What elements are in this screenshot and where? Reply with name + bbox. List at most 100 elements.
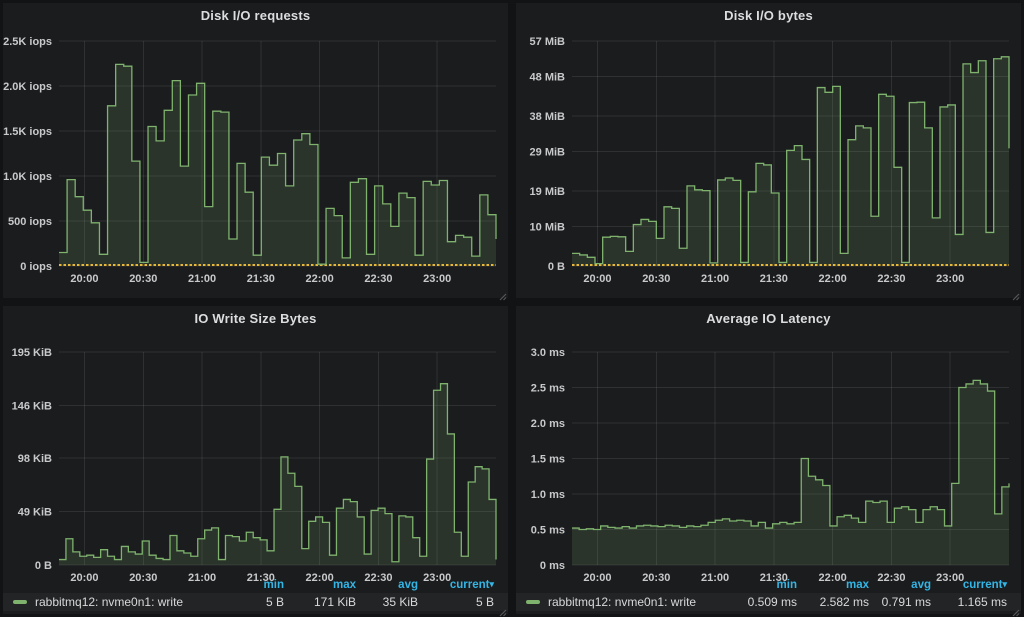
svg-text:21:30: 21:30 (760, 572, 788, 584)
svg-text:22:00: 22:00 (306, 572, 334, 584)
svg-text:21:00: 21:00 (701, 273, 729, 285)
svg-text:0 iops: 0 iops (20, 261, 52, 273)
panel-disk-io-bytes: Disk I/O bytes 0 B 10 MiB 19 MiB 29 MiB 38 M… (516, 3, 1021, 301)
svg-text:2.0 ms: 2.0 ms (531, 418, 565, 430)
disk-io-bytes-chart[interactable]: 0 B 10 MiB 19 MiB 29 MiB 38 MiB 48 MiB 57 MiB 2… (516, 27, 1021, 298)
panel-header: Average IO Latency (516, 306, 1021, 330)
svg-text:49 KiB: 49 KiB (18, 506, 52, 518)
chart-canvas[interactable]: 0 iops 500 iops 1.0K iops 1.5K iops 2.0K iop… (3, 27, 508, 298)
series-swatch-icon (13, 600, 27, 604)
panel-resize-handle-icon[interactable] (1011, 288, 1020, 301)
disk-io-requests-chart[interactable]: 0 iops 500 iops 1.0K iops 1.5K iops 2.0K iop… (3, 27, 508, 298)
svg-text:20:30: 20:30 (129, 572, 157, 584)
legend-row: rabbitmq12: nvme0n1: write 0.509 ms 2.582 … (516, 593, 1021, 611)
svg-text:3.0 ms: 3.0 ms (531, 347, 565, 359)
panel-title[interactable]: Disk I/O requests (200, 7, 311, 23)
panel-title[interactable]: Disk I/O bytes (724, 7, 813, 23)
svg-text:48 MiB: 48 MiB (530, 72, 566, 84)
svg-text:20:30: 20:30 (642, 273, 670, 285)
svg-text:21:00: 21:00 (188, 572, 216, 584)
chart-canvas[interactable]: 0 B 49 KiB 98 KiB 146 KiB 195 KiB 20:00 20:30 2… (3, 330, 508, 595)
legend-value-current: 1.165 ms (957, 595, 1007, 609)
chart-canvas[interactable]: 0 ms 0.5 ms 1.0 ms 1.5 ms 2.0 ms 2.5 ms 3.0 ms… (516, 330, 1021, 595)
svg-text:0.5 ms: 0.5 ms (531, 525, 565, 537)
svg-text:21:30: 21:30 (247, 572, 275, 584)
legend-value-min: 0.509 ms (747, 595, 797, 609)
sort-arrow-icon: ▾ (489, 579, 494, 589)
panel-resize-handle-icon[interactable] (498, 604, 507, 617)
legend-col-min[interactable]: min (263, 579, 284, 591)
series-swatch-icon (526, 600, 540, 604)
legend-col-min[interactable]: min (776, 579, 797, 591)
panel-title[interactable]: IO Write Size Bytes (194, 310, 317, 326)
svg-text:29 MiB: 29 MiB (530, 147, 566, 159)
svg-text:23:00: 23:00 (936, 273, 964, 285)
legend-value-avg: 35 KiB (382, 595, 418, 609)
legend-table: min max avg current▾ rabbitmq12: nvme0n1: w… (3, 577, 508, 614)
legend-col-current[interactable]: current▾ (449, 579, 494, 591)
svg-text:57 MiB: 57 MiB (530, 36, 566, 48)
svg-text:1.5 ms: 1.5 ms (531, 454, 565, 466)
svg-text:23:00: 23:00 (936, 572, 964, 584)
svg-text:23:00: 23:00 (423, 273, 451, 285)
panel-resize-handle-icon[interactable] (498, 288, 507, 301)
svg-text:21:00: 21:00 (701, 572, 729, 584)
panel-title[interactable]: Average IO Latency (706, 310, 831, 326)
legend-value-max: 2.582 ms (819, 595, 869, 609)
svg-text:22:30: 22:30 (877, 572, 905, 584)
legend-col-max[interactable]: max (332, 579, 356, 591)
svg-text:22:30: 22:30 (364, 273, 392, 285)
svg-text:146 KiB: 146 KiB (12, 401, 52, 413)
svg-text:22:00: 22:00 (819, 572, 847, 584)
svg-text:2.5K iops: 2.5K iops (3, 36, 52, 48)
panel-header: Disk I/O bytes (516, 3, 1021, 27)
io-write-size-chart[interactable]: 0 B 49 KiB 98 KiB 146 KiB 195 KiB 20:00 20:30 2… (3, 330, 508, 584)
svg-text:23:00: 23:00 (423, 572, 451, 584)
svg-text:20:00: 20:00 (583, 273, 611, 285)
sort-arrow-icon: ▾ (1002, 579, 1007, 589)
legend-col-avg[interactable]: avg (398, 579, 418, 591)
svg-text:22:30: 22:30 (877, 273, 905, 285)
svg-text:2.5 ms: 2.5 ms (531, 383, 565, 395)
legend-header: min max avg current▾ (516, 577, 1021, 593)
panel-average-io-latency: Average IO Latency 0 ms 0.5 ms 1.0 ms 1.5 m… (516, 306, 1021, 617)
legend-table: min max avg current▾ rabbitmq12: nvme0n1: w… (516, 577, 1021, 614)
svg-text:500 iops: 500 iops (8, 216, 52, 228)
svg-text:2.0K iops: 2.0K iops (3, 81, 52, 93)
panel-io-write-size-bytes: IO Write Size Bytes 0 B 49 KiB 98 KiB 146 K… (3, 306, 508, 617)
svg-text:1.0 ms: 1.0 ms (531, 489, 565, 501)
svg-text:0 B: 0 B (548, 261, 565, 273)
svg-text:20:00: 20:00 (70, 572, 98, 584)
legend-col-avg[interactable]: avg (911, 579, 931, 591)
svg-text:1.5K iops: 1.5K iops (3, 126, 52, 138)
legend-rows: rabbitmq12: nvme0n1: write 5 B 171 KiB 35 K… (3, 593, 508, 611)
svg-text:22:00: 22:00 (306, 273, 334, 285)
legend-rows: rabbitmq12: nvme0n1: write 0.509 ms 2.582 … (516, 593, 1021, 611)
svg-text:22:30: 22:30 (364, 572, 392, 584)
panel-disk-io-requests: Disk I/O requests 0 iops 500 iops 1.0K iop… (3, 3, 508, 301)
svg-text:21:30: 21:30 (760, 273, 788, 285)
svg-text:22:00: 22:00 (819, 273, 847, 285)
svg-text:20:30: 20:30 (129, 273, 157, 285)
svg-text:20:30: 20:30 (642, 572, 670, 584)
legend-value-max: 171 KiB (313, 595, 356, 609)
panel-header: IO Write Size Bytes (3, 306, 508, 330)
legend-col-current[interactable]: current▾ (962, 579, 1007, 591)
legend-value-current: 5 B (475, 595, 494, 609)
legend-series-name[interactable]: rabbitmq12: nvme0n1: write (13, 595, 222, 609)
legend-row: rabbitmq12: nvme0n1: write 5 B 171 KiB 35 K… (3, 593, 508, 611)
chart-canvas[interactable]: 0 B 10 MiB 19 MiB 29 MiB 38 MiB 48 MiB 57 MiB 2… (516, 27, 1021, 298)
average-io-latency-chart[interactable]: 0 ms 0.5 ms 1.0 ms 1.5 ms 2.0 ms 2.5 ms 3.0 ms… (516, 330, 1021, 584)
svg-text:19 MiB: 19 MiB (530, 186, 566, 198)
legend-series-name[interactable]: rabbitmq12: nvme0n1: write (526, 595, 735, 609)
panel-header: Disk I/O requests (3, 3, 508, 27)
legend-value-avg: 0.791 ms (881, 595, 931, 609)
svg-text:195 KiB: 195 KiB (12, 347, 52, 359)
legend-col-max[interactable]: max (845, 579, 869, 591)
svg-text:38 MiB: 38 MiB (530, 111, 566, 123)
svg-text:98 KiB: 98 KiB (18, 453, 52, 465)
legend-header: min max avg current▾ (3, 577, 508, 593)
panel-resize-handle-icon[interactable] (1011, 604, 1020, 617)
svg-text:0 B: 0 B (35, 560, 52, 572)
